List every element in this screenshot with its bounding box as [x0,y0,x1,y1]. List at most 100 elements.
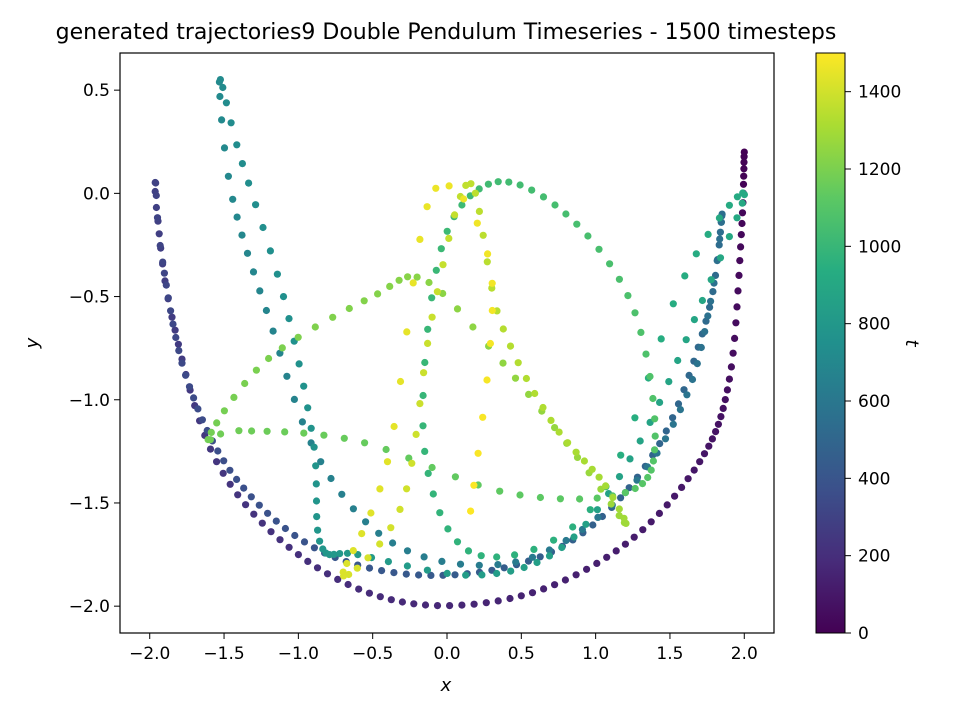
scatter-point [647,466,655,474]
scatter-point [374,290,382,298]
scatter-point [198,416,206,424]
scatter-point [262,306,270,315]
scatter-point [416,235,424,243]
scatter-point [562,536,570,545]
scatter-point [217,430,225,438]
scatter-point [661,435,670,443]
scatter-point [283,372,291,380]
scatter-point [427,571,435,580]
scatter-point [582,520,590,528]
scatter-point [343,549,352,557]
scatter-point [395,276,403,284]
scatter-point [329,313,337,321]
scatter-point [220,407,228,415]
colorbar-tick-label: 400 [858,469,890,489]
scatter-point [734,287,742,295]
scatter-point [382,445,390,454]
scatter-point [716,254,725,262]
scatter-point [334,575,342,584]
x-tick-label: −2.0 [129,644,170,664]
scatter-point [376,593,384,601]
scatter-point [376,485,384,493]
scatter-point [737,243,745,251]
scatter-point [488,279,496,287]
scatter-point [405,454,413,462]
y-tick-label: −0.5 [69,288,110,308]
scatter-point [696,458,704,466]
scatter-point [564,439,572,447]
y-tick-label: 0.0 [83,184,110,204]
scatter-point [172,333,180,342]
scatter-point [494,597,502,605]
scatter-point [556,495,565,503]
scatter-point [488,306,496,315]
scatter-point [436,509,444,517]
scatter-point [168,313,176,321]
scatter-point [545,552,554,560]
scatter-point [403,485,411,493]
scatter-point [383,458,392,466]
scatter-point [656,440,664,448]
scatter-point [439,261,447,269]
scatter-point [153,214,162,222]
scatter-point [562,210,570,218]
scatter-point [646,372,654,381]
scatter-point [516,181,524,189]
plot-frame [119,52,775,634]
scatter-point [558,543,566,552]
scatter-point [709,288,717,296]
scatter-point [483,258,491,266]
scatter-point [642,350,650,358]
x-axis: −2.0 −1.5 −1.0 −0.5 0.0 0.5 1.0 1.5 2.0 [129,633,758,664]
scatter-point [725,375,734,383]
scatter-point [740,153,748,161]
scatter-point [733,214,741,222]
scatter-point [469,323,477,331]
scatter-point [528,186,536,194]
scatter-point [676,406,685,414]
scatter-point [432,184,440,192]
scatter-point [708,435,717,443]
scatter-point [451,571,459,579]
scatter-point [304,557,312,566]
scatter-point [586,506,594,514]
x-tick-label: −0.5 [352,644,393,664]
scatter-point [738,219,746,228]
scatter-point [365,564,374,572]
scatter-point [655,509,664,517]
scatter-point [240,484,248,492]
scatter-point [589,521,597,529]
scatter-point [429,490,437,498]
scatter-point [593,494,601,502]
scatter-point [458,601,466,609]
scatter-point [311,323,319,331]
scatter-point [256,287,264,295]
scatter-point [467,507,475,515]
scatter-point [572,448,580,456]
scatter-point [252,201,260,209]
scatter-point [516,491,524,499]
scatter-point [364,554,372,562]
scatter-point [428,294,436,302]
scatter-point [690,466,698,474]
scatter-point [651,432,659,440]
scatter-point [343,559,351,568]
scatter-point [345,304,353,313]
scatter-point [272,517,280,525]
scatter-point [304,404,312,412]
scatter-point [164,294,172,302]
scatter-point [396,505,404,513]
scatter-point [204,436,212,444]
scatter-point [522,374,531,383]
scatter-point [464,547,473,555]
scatter-point [255,501,263,509]
scatter-point [738,209,747,217]
scatter-point [219,469,227,477]
scatter-point [233,213,241,221]
scatter-point [433,288,441,296]
scatter-point [156,241,164,250]
scatter-point [569,523,577,531]
scatter-point [594,513,602,522]
x-tick-label: −1.5 [203,644,244,664]
scatter-point [220,144,229,152]
